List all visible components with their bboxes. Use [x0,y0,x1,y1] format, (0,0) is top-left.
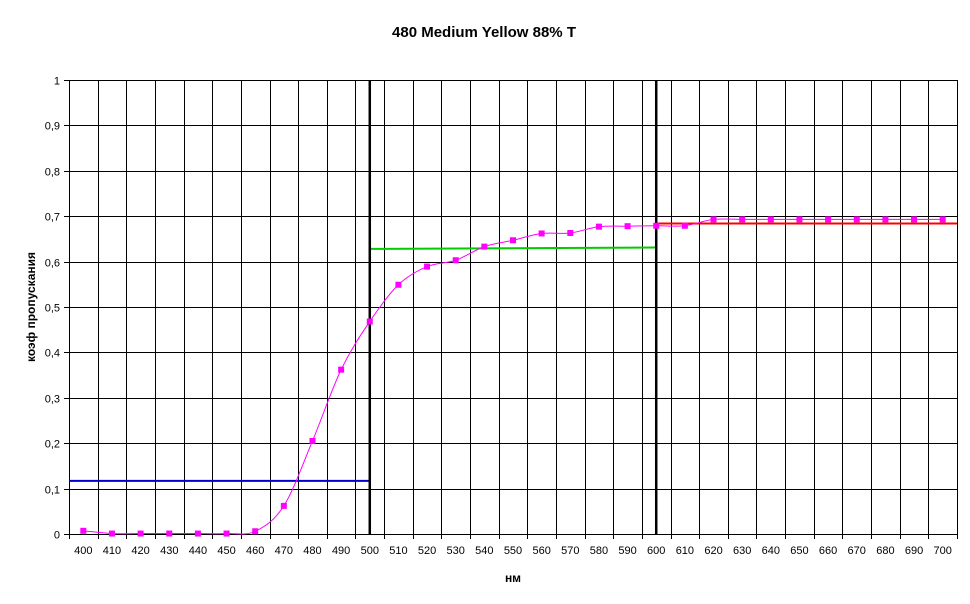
data-point-marker [424,263,431,270]
x-tick-label: 670 [848,545,866,557]
x-tick-label: 470 [275,545,293,557]
x-tick-label: 440 [189,545,207,557]
x-tick-label: 680 [876,545,894,557]
data-point-marker [710,216,717,223]
x-tick-label: 560 [532,545,550,557]
data-point-marker [681,222,688,229]
x-tick-label: 660 [819,545,837,557]
y-tick-label: 0,8 [45,167,60,179]
data-point-marker [108,530,115,537]
y-tick-label: 1 [54,76,60,88]
y-tick-label: 0,4 [45,348,60,360]
y-tick-label: 0,2 [45,439,60,451]
data-point-marker [395,281,402,288]
x-tick-label: 700 [933,545,951,557]
x-tick-label: 640 [762,545,780,557]
data-point-marker [366,318,373,325]
y-tick-label: 0,1 [45,485,60,497]
y-axis-ticks: 0 0,1 0,2 0,3 0,4 0,5 0,6 0,7 0,8 0,9 1 [45,76,60,542]
x-tick-label: 570 [561,545,579,557]
data-point-marker [194,530,201,537]
x-tick-label: 530 [447,545,465,557]
data-point-marker [653,222,660,229]
x-tick-label: 520 [418,545,436,557]
data-point-marker [939,216,946,223]
x-tick-label: 480 [303,545,321,557]
data-point-marker [252,528,259,535]
x-tick-label: 550 [504,545,522,557]
data-point-marker [481,243,488,250]
data-point-marker [510,237,516,244]
data-point-marker [853,216,860,223]
x-tick-label: 600 [647,545,665,557]
y-tick-label: 0,6 [45,258,60,270]
x-tick-label: 540 [475,545,493,557]
x-tick-label: 500 [361,545,379,557]
x-tick-label: 610 [676,545,694,557]
x-tick-label: 650 [790,545,808,557]
data-point-marker [166,530,173,537]
gridlines [64,80,958,539]
y-axis-title: коэф пропускания [24,252,38,362]
x-tick-label: 580 [590,545,608,557]
x-tick-label: 590 [618,545,636,557]
data-point-marker [767,216,774,223]
x-axis-title: нм [505,571,521,585]
x-tick-label: 630 [733,545,751,557]
data-point-marker [80,527,87,534]
data-point-marker [567,229,574,236]
x-tick-label: 420 [131,545,149,557]
data-point-marker [452,257,459,264]
data-point-marker [825,216,832,223]
data-point-marker [796,216,803,223]
data-point-marker [911,216,918,223]
x-axis-ticks: 400 410 420 430 440 450 460 470 480 490 500 510 520 5… [74,545,952,557]
x-tick-label: 490 [332,545,350,557]
y-tick-label: 0,3 [45,394,60,406]
series-layer [80,216,946,537]
x-tick-label: 400 [74,545,92,557]
data-point-marker [223,530,230,537]
data-point-marker [338,366,345,373]
x-tick-label: 430 [160,545,178,557]
data-point-marker [538,230,545,237]
y-tick-label: 0,5 [45,303,60,315]
y-tick-label: 0 [54,530,60,542]
data-point-marker [309,437,316,444]
data-point-marker [624,223,631,230]
x-tick-label: 510 [389,545,407,557]
data-point-marker [595,223,602,230]
x-tick-label: 410 [103,545,121,557]
x-tick-label: 450 [217,545,235,557]
reference-lines [69,80,957,534]
x-tick-label: 690 [905,545,923,557]
data-point-marker [137,530,144,537]
y-tick-label: 0,7 [45,212,60,224]
reference-line [369,246,657,250]
data-point-marker [739,216,746,223]
chart-title: 480 Medium Yellow 88% T [392,24,576,41]
x-tick-label: 460 [246,545,264,557]
y-tick-label: 0,9 [45,121,60,133]
x-tick-label: 620 [704,545,722,557]
data-point-marker [882,216,889,223]
data-point-marker [280,502,287,509]
